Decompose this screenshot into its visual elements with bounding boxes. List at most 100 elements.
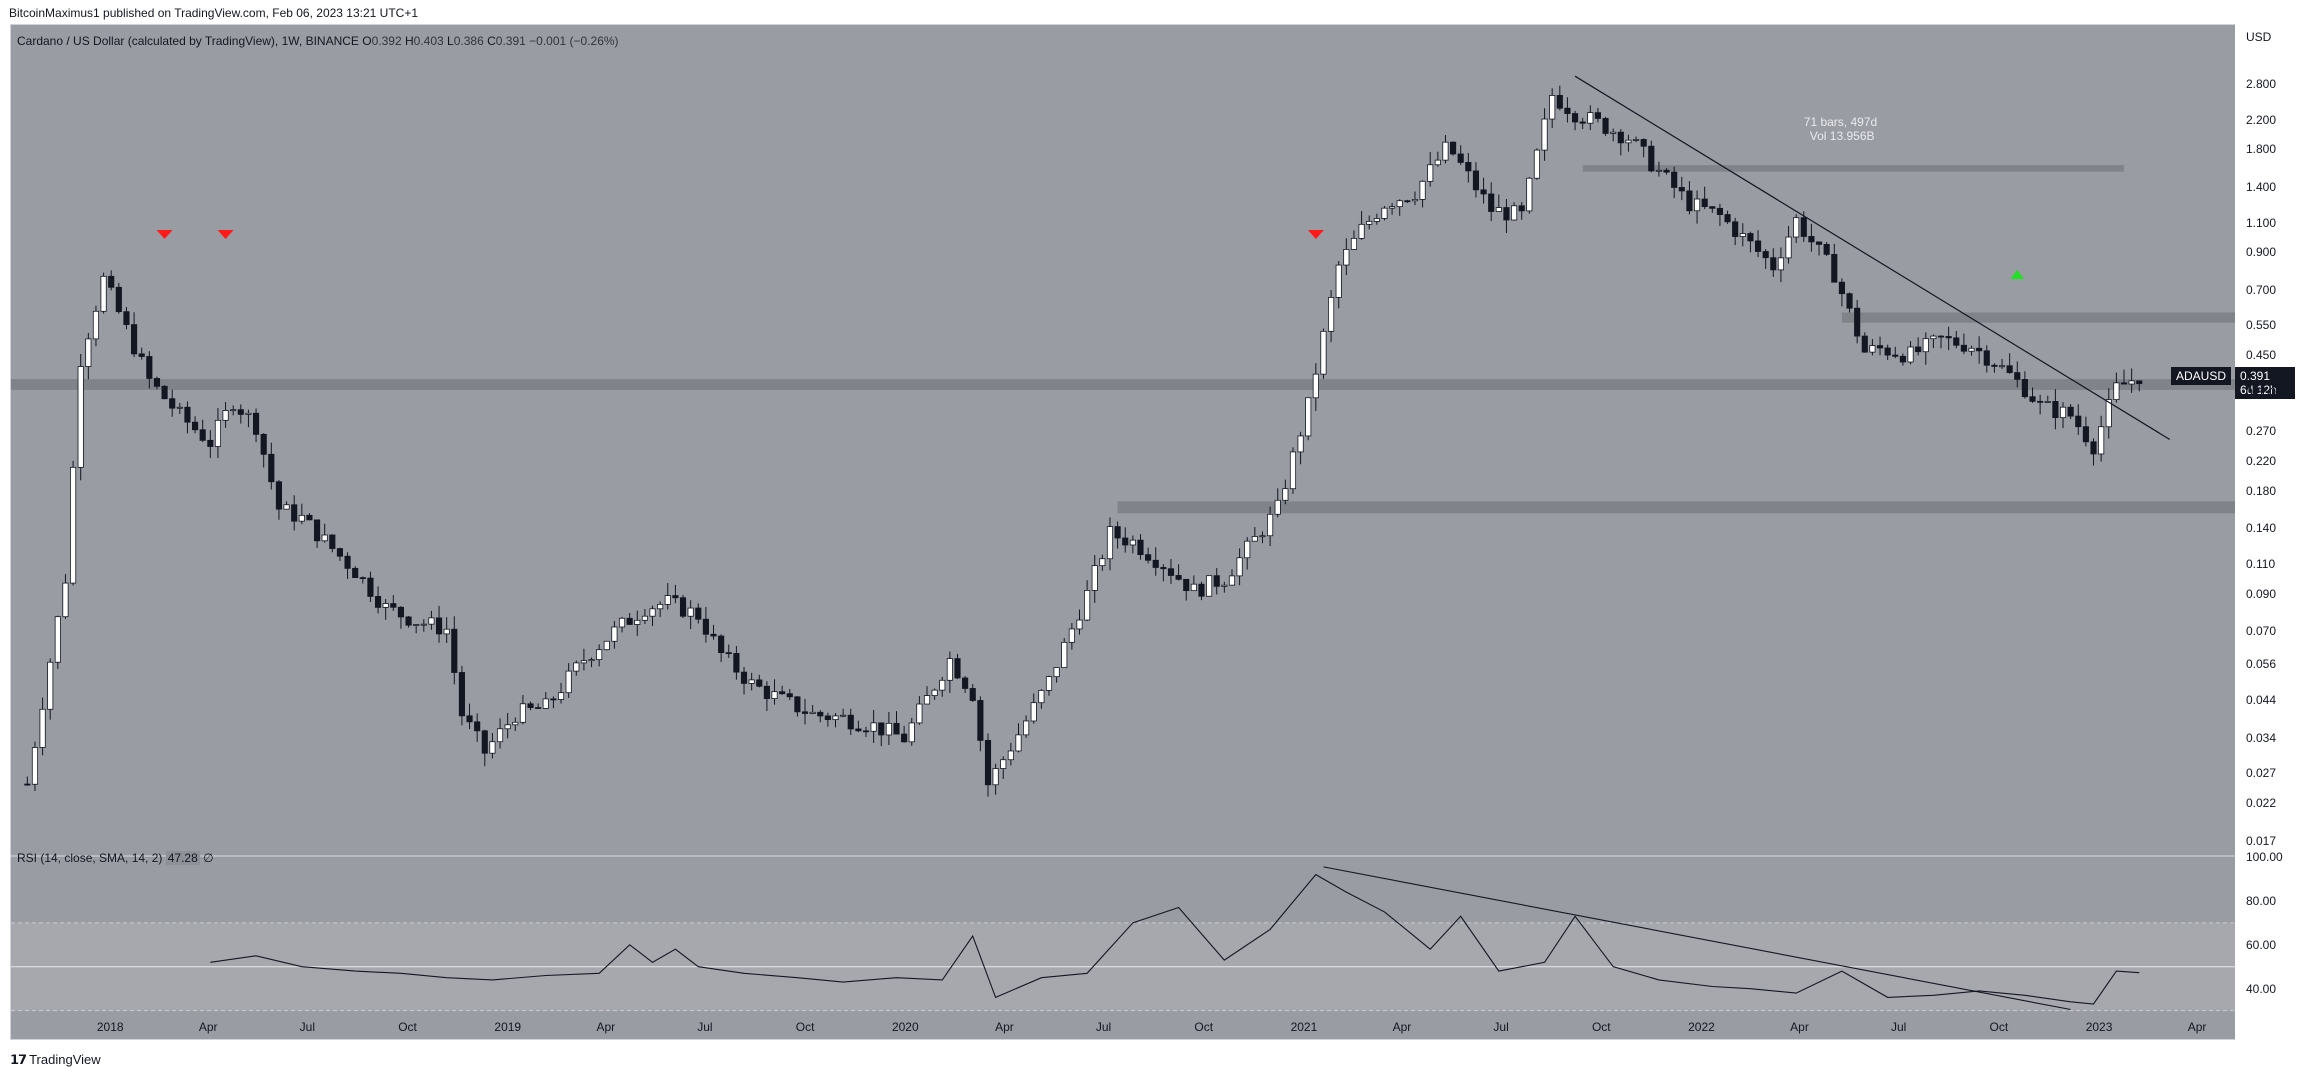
candle-up (382, 603, 389, 608)
price-tick: 0.017 (2246, 834, 2277, 849)
candle-down (2021, 379, 2028, 398)
candle-up (840, 714, 847, 717)
candle-down (474, 721, 481, 732)
candle-down (710, 633, 717, 637)
candle-up (1228, 575, 1236, 586)
candle-down (397, 606, 404, 618)
candle-down (1594, 112, 1602, 119)
candle-down (268, 453, 275, 483)
candle-down (1579, 121, 1586, 124)
candle-up (992, 768, 999, 786)
candle-up (1526, 177, 1533, 212)
resistance-zone (1582, 165, 2125, 172)
chart-frame[interactable]: 71 bars, 497d Vol 13.956B Cardano / US Do… (10, 24, 2245, 1040)
candle-up (946, 658, 953, 681)
price-tick: 0.140 (2246, 521, 2277, 536)
candle-up (1419, 180, 1426, 200)
candle-down (138, 353, 145, 357)
price-tick: 2.800 (2246, 76, 2277, 91)
time-axis[interactable]: 2018 Apr Jul Oct 2019 Apr Jul Oct 2020 Apr Jul Oct 2… (10, 1014, 2245, 1040)
candle-up (413, 624, 420, 626)
candle-up (519, 703, 526, 723)
candle-up (916, 703, 923, 724)
candle-up (1274, 499, 1281, 515)
candle-up (1587, 112, 1594, 124)
candle-down (847, 714, 854, 730)
red-triangle-marker-icon (1307, 230, 1324, 239)
candle-down (1556, 95, 1563, 109)
candle-up (923, 695, 931, 705)
candle-down (329, 534, 336, 549)
time-tick: Jul (1890, 1020, 1907, 1034)
candle-up (1007, 750, 1014, 761)
candle-down (1716, 207, 1723, 215)
candle-down (1198, 583, 1205, 597)
candle-up (1129, 539, 1136, 546)
candle-down (984, 739, 992, 786)
candle-down (1160, 567, 1167, 570)
symbol-legend: Cardano / US Dollar (calculated by Tradi… (17, 34, 619, 48)
candle-up (2105, 399, 2112, 428)
tradingview-footer[interactable]: 𝟭𝟳 TradingView (10, 1052, 101, 1068)
time-tick: Oct (398, 1020, 417, 1034)
candle-up (1190, 583, 1197, 592)
candle-down (824, 715, 831, 721)
price-tick: 0.090 (2246, 586, 2277, 601)
change-value: −0.001 (−0.26%) (529, 34, 619, 48)
candle-down (1754, 240, 1762, 252)
candle-up (832, 715, 839, 721)
candle-up (1023, 720, 1030, 736)
price-tick: 2.200 (2246, 112, 2277, 127)
candle-up (1495, 207, 1502, 212)
candle-down (405, 616, 412, 626)
candle-up (298, 514, 305, 522)
candle-down (1800, 217, 1807, 237)
candle-up (77, 366, 84, 468)
candle-up (649, 608, 656, 617)
candle-down (435, 617, 443, 635)
candle-down (1404, 200, 1411, 203)
candle-up (1793, 217, 1800, 238)
rsi-label: RSI (14, close, SMA, 14, 2) (17, 851, 163, 865)
candle-up (230, 409, 237, 412)
brand-name: TradingView (29, 1052, 101, 1067)
candle-down (626, 617, 633, 625)
candle-down (1503, 207, 1510, 221)
candle-down (359, 577, 366, 579)
candle-up (1381, 207, 1388, 219)
candle-down (1648, 145, 1655, 172)
price-tick: 0.270 (2246, 423, 2277, 438)
candle-up (748, 679, 755, 684)
price-tick: 0.056 (2246, 657, 2277, 672)
candle-down (1465, 162, 1472, 172)
measure-bars-label: 71 bars, 497d (1804, 115, 1877, 129)
candle-down (1991, 364, 1998, 367)
price-axis[interactable]: USD ADAUSD 0.391 6d 12h 2.800 2.200 1.800 1… (2171, 24, 2314, 1040)
time-tick: Oct (1194, 1020, 1214, 1034)
ticker-price-box: ADAUSD (2171, 367, 2231, 386)
candle-up (1221, 584, 1228, 587)
candle-down (2052, 401, 2059, 419)
red-triangle-marker-icon (217, 230, 234, 239)
rsi-value: 47.28 (165, 851, 200, 865)
candle-down (679, 597, 687, 617)
candle-up (62, 582, 69, 618)
price-tick: 0.022 (2246, 796, 2277, 811)
candle-up (634, 619, 641, 625)
candle-up (573, 662, 580, 672)
current-price-box: 0.391 6d 12h (2235, 367, 2295, 400)
candle-up (1343, 249, 1350, 266)
usd-label: USD (2246, 30, 2272, 44)
candle-down (1899, 355, 1906, 363)
candle-up (771, 691, 778, 699)
candle-up (1244, 540, 1251, 559)
candle-down (969, 688, 976, 701)
candle-down (352, 567, 359, 578)
open-value: 0.392 (371, 34, 402, 48)
candle-down (1488, 193, 1495, 212)
candle-up (664, 595, 671, 605)
candle-down (1564, 107, 1571, 114)
candle-down (817, 711, 824, 717)
candle-up (657, 603, 664, 610)
